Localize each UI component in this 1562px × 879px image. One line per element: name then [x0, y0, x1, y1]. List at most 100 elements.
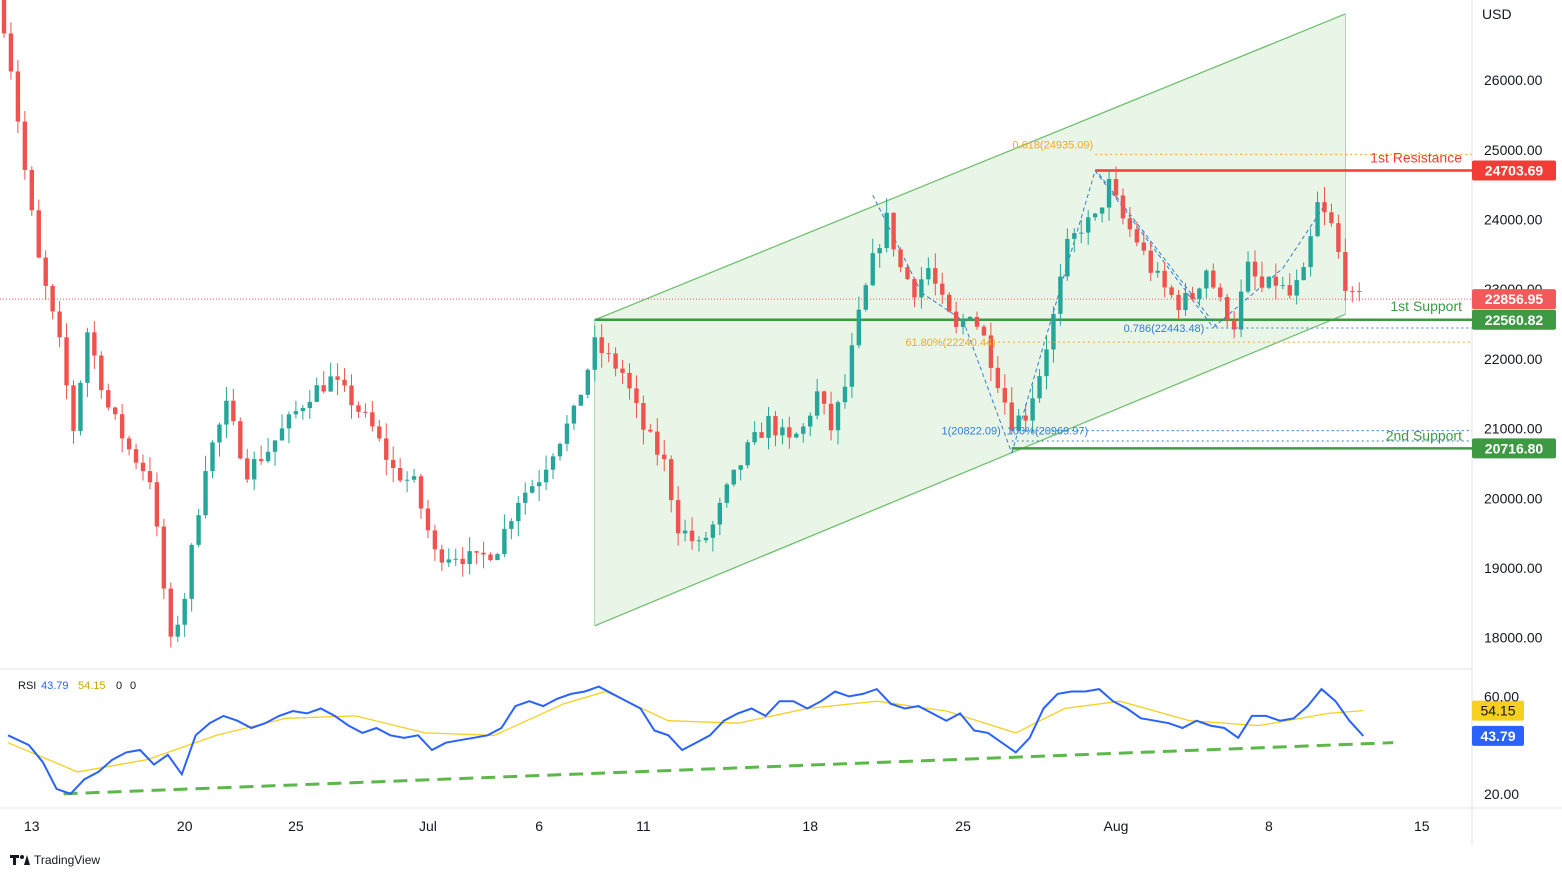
candle-body[interactable] [571, 405, 577, 424]
candle-body[interactable] [126, 438, 132, 450]
candle-body[interactable] [1106, 179, 1112, 208]
candle-body[interactable] [1252, 261, 1258, 277]
candle-body[interactable] [418, 476, 424, 509]
candle-body[interactable] [245, 458, 250, 480]
candle-body[interactable] [1301, 267, 1306, 281]
candle-body[interactable] [231, 400, 236, 422]
candle-body[interactable] [814, 391, 820, 416]
candle-body[interactable] [272, 440, 278, 452]
channel-upper-line[interactable] [594, 13, 1346, 321]
candle-body[interactable] [133, 449, 139, 463]
candle-body[interactable] [1037, 376, 1042, 399]
candle-body[interactable] [168, 588, 173, 637]
candle-body[interactable] [356, 405, 361, 412]
candle-body[interactable] [224, 400, 229, 425]
candle-body[interactable] [1322, 202, 1327, 213]
candle-body[interactable] [85, 332, 90, 383]
candle-body[interactable] [1030, 398, 1035, 421]
candle-body[interactable] [321, 385, 326, 392]
candle-body[interactable] [1259, 276, 1265, 288]
candle-body[interactable] [210, 442, 215, 472]
candle-body[interactable] [92, 332, 97, 356]
candle-body[interactable] [1211, 270, 1216, 288]
candle-body[interactable] [1086, 217, 1091, 233]
candle-body[interactable] [696, 540, 702, 542]
candle-body[interactable] [43, 257, 48, 286]
candle-body[interactable] [113, 407, 118, 415]
candle-body[interactable] [106, 390, 111, 408]
candle-body[interactable] [912, 279, 917, 298]
candle-body[interactable] [1280, 285, 1285, 287]
candle-body[interactable] [898, 249, 903, 268]
rsi-pane[interactable]: 54.15 43.79 [7, 685, 1524, 796]
candle-body[interactable] [1231, 320, 1237, 330]
candle-body[interactable] [967, 316, 973, 320]
candle-body[interactable] [119, 414, 125, 439]
candle-body[interactable] [1, 0, 7, 34]
candle-body[interactable] [863, 285, 868, 310]
candle-body[interactable] [1218, 287, 1223, 297]
candle-body[interactable] [905, 267, 910, 280]
candle-body[interactable] [953, 311, 959, 327]
candle-body[interactable] [564, 423, 570, 444]
candle-body[interactable] [1204, 270, 1209, 289]
rsi-line[interactable] [7, 685, 1365, 795]
candle-body[interactable] [884, 212, 889, 249]
candle-body[interactable] [794, 433, 799, 438]
candle-body[interactable] [432, 530, 438, 550]
candle-body[interactable] [29, 169, 34, 211]
candle-body[interactable] [175, 624, 180, 637]
candle-body[interactable] [8, 33, 14, 72]
candle-body[interactable] [1336, 223, 1341, 253]
candle-body[interactable] [842, 386, 848, 403]
candle-body[interactable] [550, 456, 556, 470]
candle-body[interactable] [384, 438, 389, 460]
candle-body[interactable] [1141, 242, 1146, 251]
candle-body[interactable] [425, 508, 431, 531]
candle-body[interactable] [258, 459, 264, 462]
candle-body[interactable] [1065, 238, 1070, 277]
candle-body[interactable] [988, 335, 994, 368]
candle-body[interactable] [279, 428, 285, 441]
candle-body[interactable] [947, 294, 952, 312]
support-resistance-levels[interactable]: 1st Resistance 1st Support 2nd Support [0, 149, 1472, 450]
candle-body[interactable] [627, 372, 632, 389]
price-axis[interactable]: 18000.00 19000.00 20000.00 21000.00 22000.00… [1484, 72, 1543, 802]
candle-body[interactable] [1266, 276, 1272, 288]
candle-body[interactable] [745, 442, 750, 466]
candle-body[interactable] [1350, 290, 1355, 292]
candle-body[interactable] [543, 469, 549, 483]
candle-body[interactable] [64, 337, 69, 386]
candle-body[interactable] [752, 432, 757, 443]
candle-body[interactable] [314, 385, 319, 402]
candle-body[interactable] [1120, 195, 1126, 219]
candle-body[interactable] [509, 521, 514, 529]
candle-body[interactable] [363, 411, 368, 413]
candle-body[interactable] [439, 549, 445, 563]
candle-body[interactable] [710, 524, 716, 538]
candle-body[interactable] [370, 412, 375, 427]
candle-body[interactable] [655, 431, 660, 455]
candle-body[interactable] [738, 465, 743, 470]
candle-body[interactable] [328, 376, 333, 392]
candle-body[interactable] [1044, 349, 1049, 377]
candle-body[interactable] [397, 467, 403, 481]
candle-body[interactable] [689, 530, 695, 542]
candle-body[interactable] [1287, 285, 1292, 296]
candle-body[interactable] [377, 426, 382, 439]
candle-body[interactable] [1343, 252, 1348, 291]
candle-body[interactable] [787, 427, 792, 438]
candle-body[interactable] [1051, 313, 1056, 350]
candle-body[interactable] [265, 451, 271, 462]
candle-body[interactable] [1016, 415, 1021, 431]
candle-body[interactable] [891, 212, 896, 250]
candle-body[interactable] [1329, 212, 1334, 224]
candle-body[interactable] [467, 551, 472, 565]
candle-body[interactable] [634, 388, 639, 404]
candle-body[interactable] [238, 421, 243, 459]
candle-body[interactable] [196, 515, 201, 545]
candle-body[interactable] [662, 454, 667, 460]
candle-body[interactable] [974, 316, 980, 327]
candle-body[interactable] [995, 367, 1001, 389]
candle-body[interactable] [391, 459, 396, 468]
